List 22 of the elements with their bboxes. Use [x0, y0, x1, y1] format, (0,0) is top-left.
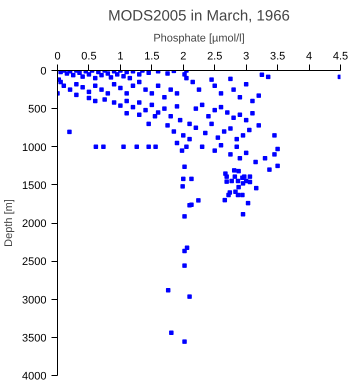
x-tick-label: 2 [180, 50, 186, 62]
y-tick-label: 2000 [22, 218, 47, 230]
x-tick-label: 3 [243, 50, 250, 62]
y-tick-label: 0 [40, 66, 47, 78]
y-tick-label: 3000 [22, 294, 47, 306]
y-tick-label: 1500 [22, 180, 47, 192]
chart-title: MODS2005 in March, 1966 [108, 8, 290, 24]
x-tick-label: 1 [117, 50, 124, 62]
x-tick-label: 2.5 [207, 50, 222, 62]
x-tick-label: 1.5 [144, 50, 160, 62]
x-tick-label: 3.5 [270, 50, 286, 62]
x-tick-label: 0 [54, 50, 61, 62]
y-tick-label: 1000 [22, 142, 47, 154]
y-tick-label: 500 [28, 104, 47, 116]
x-tick-label: 4.5 [332, 50, 348, 62]
y-tick-label: 3500 [22, 332, 47, 344]
x-tick-label: 4 [306, 50, 312, 62]
y-tick-label: 2500 [22, 256, 47, 268]
x-axis-title: Phosphate [µmol/l] [153, 32, 245, 44]
y-axis-title: Depth [m] [3, 199, 16, 247]
x-tick-label: 0.5 [81, 50, 97, 62]
y-tick-label: 4000 [22, 370, 47, 382]
